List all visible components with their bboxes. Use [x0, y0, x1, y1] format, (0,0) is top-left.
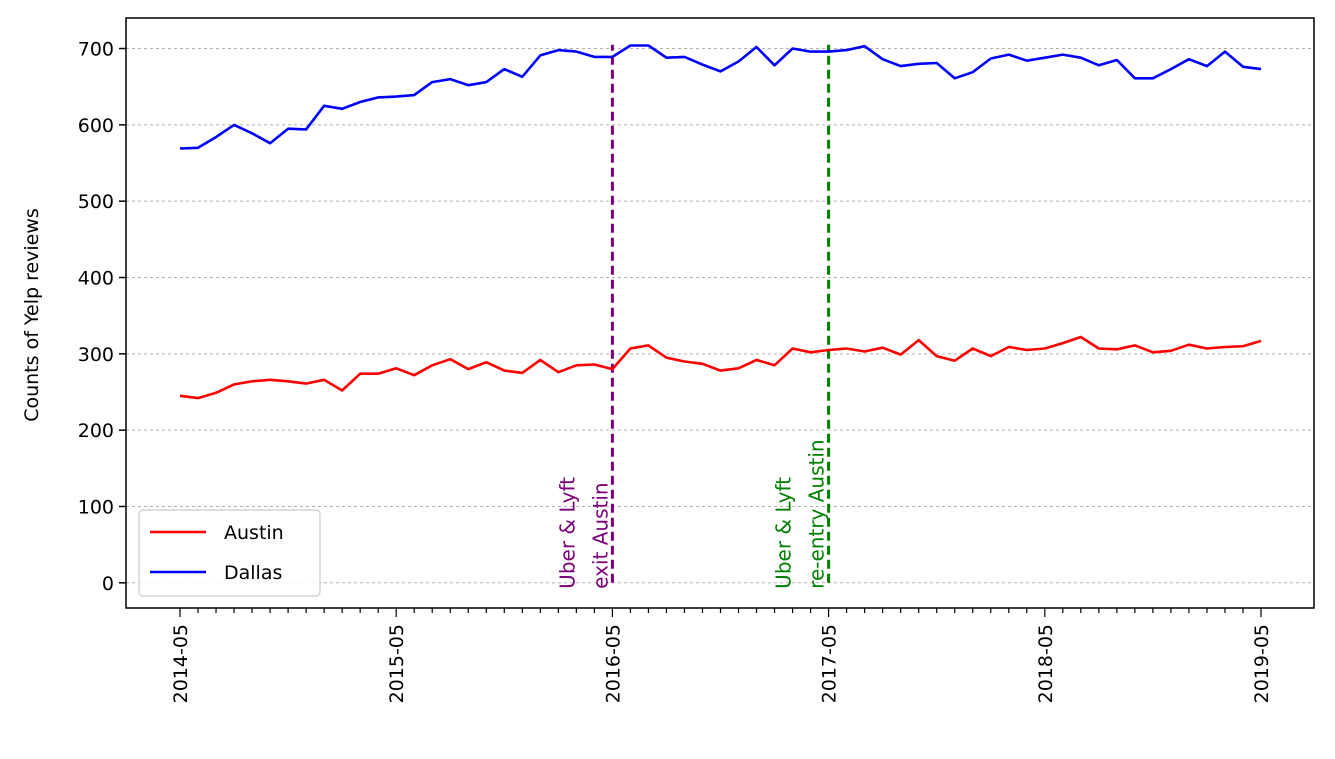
event-label-line2: exit Austin — [588, 482, 612, 588]
legend-entry-label: Austin — [224, 522, 284, 544]
y-tick-label: 400 — [78, 268, 114, 290]
y-tick-label: 300 — [78, 344, 114, 366]
event-label-line1: Uber & Lyft — [555, 477, 579, 589]
x-tick-label: 2015-05 — [386, 624, 408, 703]
y-tick-label: 200 — [78, 420, 114, 442]
legend-entry-label: Dallas — [224, 562, 282, 584]
event-label-line2: re-entry Austin — [805, 439, 829, 588]
y-tick-label: 100 — [78, 496, 114, 518]
y-tick-label: 500 — [78, 191, 114, 213]
x-tick-label: 2016-05 — [602, 624, 624, 703]
event-label-line1: Uber & Lyft — [772, 477, 796, 589]
y-tick-label: 600 — [78, 115, 114, 137]
x-tick-label: 2014-05 — [170, 624, 192, 703]
series-line-dallas — [179, 44, 1262, 150]
y-tick-label: 0 — [102, 573, 114, 595]
series-line-austin — [179, 335, 1262, 400]
y-axis-title: Counts of Yelp reviews — [21, 208, 43, 422]
y-axis: 0 100 200 300 400 500 600 700 — [78, 39, 126, 595]
x-tick-label: 2017-05 — [819, 624, 841, 703]
series-layer — [179, 44, 1262, 400]
x-tick-label: 2019-05 — [1251, 624, 1273, 703]
x-tick-label: 2018-05 — [1035, 624, 1057, 703]
gridlines — [126, 48, 1314, 584]
y-tick-label: 700 — [78, 39, 114, 61]
legend: Austin Dallas — [138, 509, 321, 597]
x-axis: 2014-05 2015-05 2016-05 2017-05 2018-05 2019-… — [170, 608, 1273, 703]
annotation-layer: Uber & Lyft exit Austin Uber & Lyft re-entr… — [555, 44, 831, 589]
